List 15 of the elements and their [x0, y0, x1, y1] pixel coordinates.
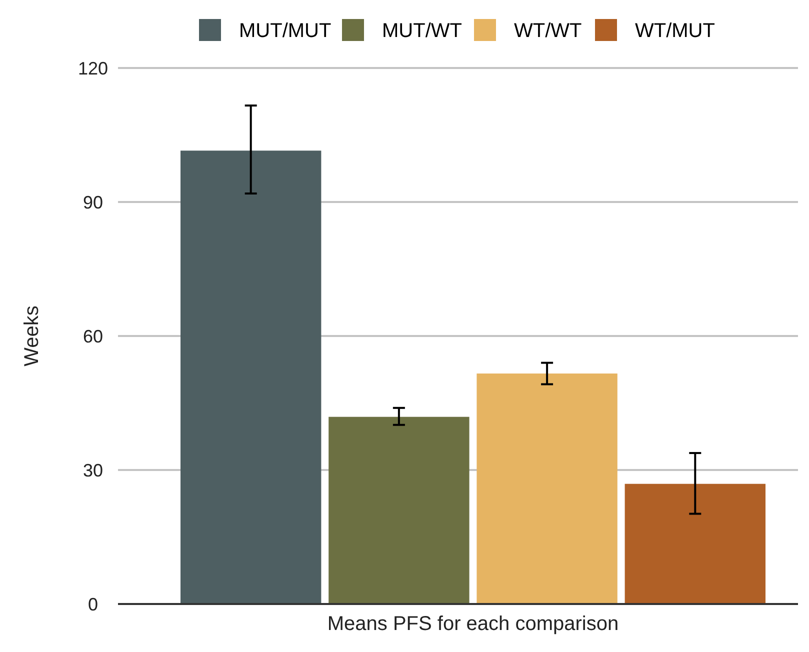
y-axis-title: Weeks [21, 306, 43, 366]
bar [476, 374, 618, 604]
legend-label: WT/WT [514, 20, 582, 42]
y-tick-label: 60 [82, 326, 104, 346]
y-tick-label: 90 [82, 192, 104, 212]
bar [180, 150, 322, 604]
y-tick-label: 30 [82, 460, 104, 480]
legend-label: WT/MUT [635, 20, 715, 42]
y-tick-label: 120 [78, 58, 108, 78]
legend-label: MUT/MUT [239, 20, 332, 42]
bar [328, 416, 470, 604]
x-axis-title: Means PFS for each comparison [327, 613, 619, 635]
y-tick-label: 0 [88, 594, 98, 614]
bar [624, 484, 766, 604]
legend-label: MUT/WT [382, 20, 462, 42]
